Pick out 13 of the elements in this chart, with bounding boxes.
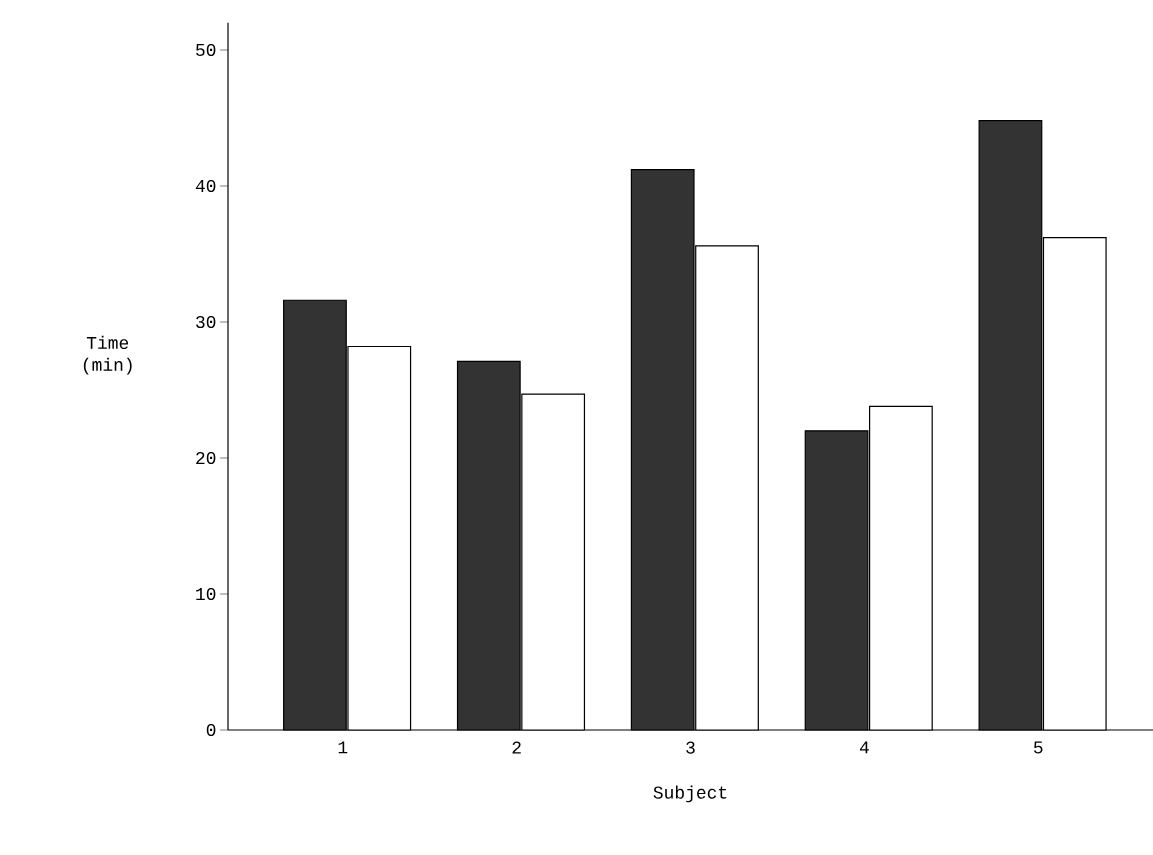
x-tick-label: 4 xyxy=(859,741,869,754)
y-tick-label: 20 xyxy=(196,451,216,465)
y-tick-label: 40 xyxy=(195,179,216,193)
x-tick-label: 1 xyxy=(338,741,348,754)
y-tick-label: 50 xyxy=(196,43,216,57)
y-tick-label: 30 xyxy=(196,315,216,329)
y-axis-title: Time (min) xyxy=(83,335,132,375)
x-tick-label: 3 xyxy=(686,741,695,754)
y-tick-label: 0 xyxy=(206,723,216,737)
x-axis-title: Subject xyxy=(653,785,727,803)
x-tick-label: 5 xyxy=(1034,741,1043,754)
y-tick-label: 10 xyxy=(196,587,216,601)
x-tick-label: 2 xyxy=(512,741,521,754)
